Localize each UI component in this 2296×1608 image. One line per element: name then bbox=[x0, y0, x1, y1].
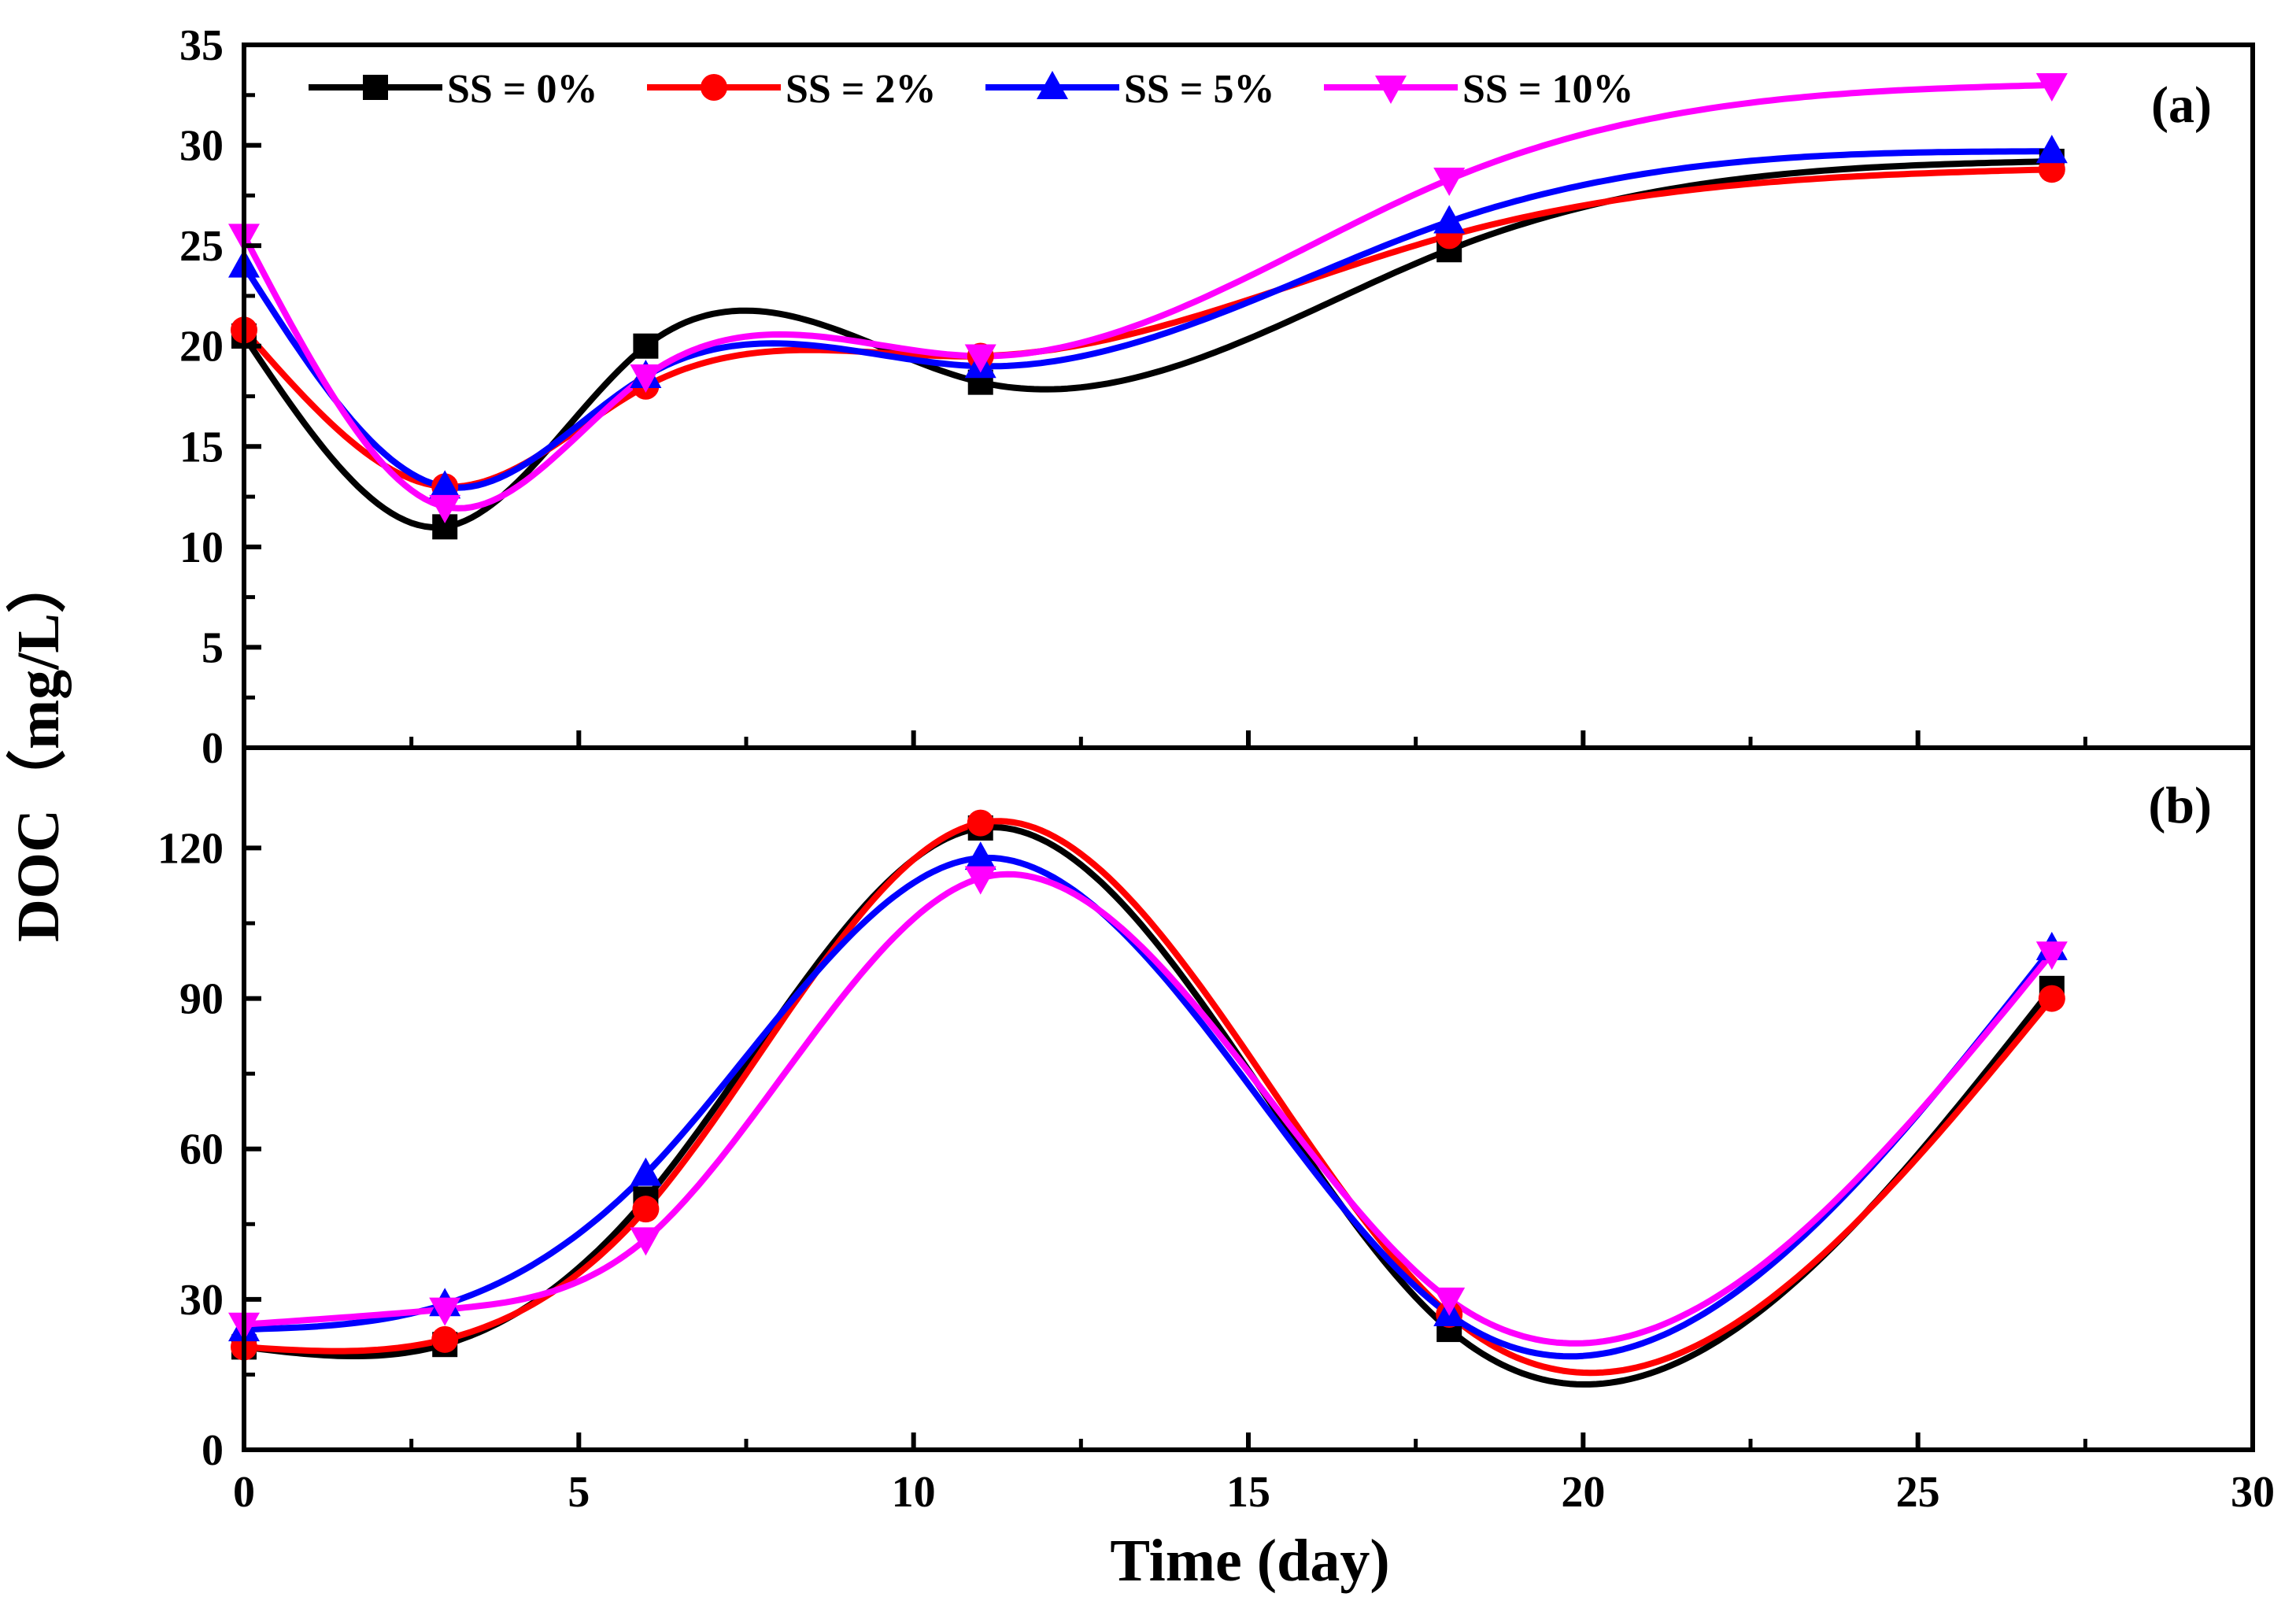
legend-label-ss10: SS = 10% bbox=[1462, 67, 1633, 112]
panel-a-ytick-label: 20 bbox=[179, 323, 224, 372]
panel-a-point-ss5-1 bbox=[429, 470, 461, 499]
x-axis-title: Time (day) bbox=[1110, 1528, 1389, 1594]
panel-a-frame bbox=[242, 43, 2255, 750]
panel-b-point-ss10-5 bbox=[2035, 941, 2068, 970]
panel-a-point-ss10-4 bbox=[1433, 167, 1466, 196]
panel-b-point-ss10-1 bbox=[429, 1297, 461, 1326]
legend-label-ss0: SS = 0% bbox=[447, 67, 597, 112]
panel-b-point-ss10-2 bbox=[630, 1227, 662, 1256]
x-tick-label: 0 bbox=[233, 1468, 255, 1517]
panel-label-b: (b) bbox=[2148, 777, 2212, 834]
panel-b-point-ss2-1 bbox=[431, 1325, 459, 1353]
panel-a-ytick-label: 15 bbox=[179, 423, 224, 471]
x-tick-label: 20 bbox=[1561, 1468, 1605, 1517]
panel-b-ytick-label: 120 bbox=[157, 824, 224, 873]
panel-b-point-ss2-3 bbox=[967, 809, 994, 837]
legend-label-ss5: SS = 5% bbox=[1124, 67, 1274, 112]
panel-a-point-ss10-1 bbox=[429, 494, 461, 523]
panel-a-line-ss10 bbox=[241, 82, 2055, 512]
y-axis-title: DOC（mg/L） bbox=[6, 553, 72, 942]
panel-b-point-ss5-3 bbox=[964, 841, 996, 871]
legend-marker-group-ss5 bbox=[1037, 71, 1068, 99]
panel-a-point-ss10-2 bbox=[630, 364, 662, 393]
panel-a-ytick-label: 5 bbox=[202, 623, 224, 672]
x-tick-label: 10 bbox=[892, 1468, 936, 1517]
panel-a-ytick-label: 35 bbox=[179, 21, 224, 70]
panel-label-a: (a) bbox=[2151, 76, 2212, 134]
panel-b: 0 30 60 90 120 0 5 10 15 20 25 30 bbox=[157, 745, 2275, 1517]
x-tick-label: 30 bbox=[2231, 1468, 2275, 1517]
panel-b-ytick-label: 60 bbox=[179, 1126, 224, 1174]
panel-a-point-ss0-2 bbox=[633, 333, 659, 359]
panel-b-point-ss5-2 bbox=[630, 1157, 662, 1186]
panel-a-point-ss10-5 bbox=[2035, 73, 2068, 102]
legend-marker-ss10 bbox=[1375, 76, 1407, 104]
panel-b-ytick-label: 30 bbox=[179, 1276, 224, 1325]
legend-marker-ss2 bbox=[701, 74, 727, 101]
legend-marker-ss5 bbox=[1037, 71, 1068, 99]
panel-b-point-ss10-4 bbox=[1433, 1287, 1466, 1316]
legend-marker-group-ss0 bbox=[363, 75, 388, 100]
x-tick-label: 5 bbox=[568, 1468, 590, 1517]
panel-a-ytick-label: 25 bbox=[179, 222, 224, 271]
panel-a: 0 5 10 15 20 25 30 35 bbox=[179, 21, 2255, 773]
panel-b-point-ss2-5 bbox=[2038, 985, 2065, 1012]
panel-b-line-ss2 bbox=[241, 818, 2055, 1377]
legend: SS = 0% SS = 2% SS = 5% SS = 10% bbox=[309, 67, 1633, 112]
panel-b-ytick-label: 90 bbox=[179, 975, 224, 1024]
panel-b-ytick-label: 0 bbox=[202, 1426, 224, 1475]
panel-b-point-ss10-3 bbox=[964, 866, 996, 895]
panel-a-point-ss5-5 bbox=[2035, 135, 2068, 164]
legend-marker-group-ss10 bbox=[1375, 76, 1407, 104]
legend-marker-group-ss2 bbox=[701, 74, 727, 101]
panel-a-ytick-label: 0 bbox=[202, 724, 224, 773]
panel-b-frame bbox=[242, 745, 2255, 1452]
legend-marker-ss0 bbox=[363, 75, 388, 100]
panel-a-point-ss10-3 bbox=[964, 344, 996, 373]
panel-a-ytick-label: 30 bbox=[179, 122, 224, 171]
x-tick-label: 15 bbox=[1226, 1468, 1270, 1517]
panel-b-point-ss2-2 bbox=[632, 1196, 660, 1223]
x-tick-label: 25 bbox=[1896, 1468, 1940, 1517]
panel-b-line-ss10 bbox=[241, 871, 2055, 1347]
panel-b-line-ss5 bbox=[241, 854, 2055, 1360]
panel-a-line-ss2 bbox=[241, 166, 2055, 490]
panel-a-ytick-label: 10 bbox=[179, 523, 224, 572]
panel-a-line-ss5 bbox=[241, 148, 2055, 491]
legend-label-ss2: SS = 2% bbox=[786, 67, 936, 112]
panel-a-point-ss5-4 bbox=[1433, 205, 1466, 234]
